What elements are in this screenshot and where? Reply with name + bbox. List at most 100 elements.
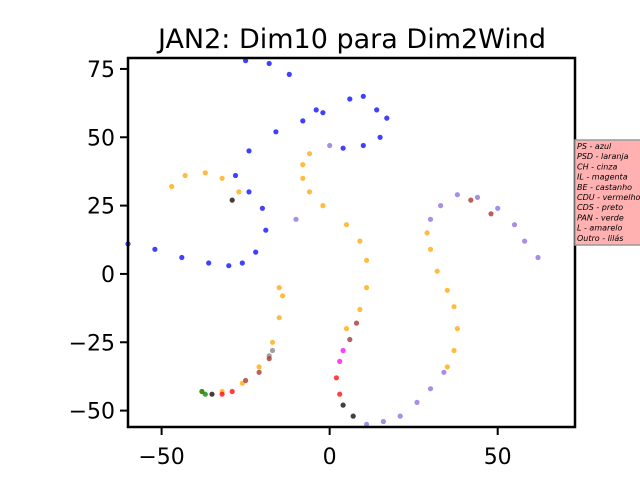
legend-entry-9: Outro - lilás xyxy=(577,234,623,243)
point-ps-1 xyxy=(152,246,158,252)
point-outro-1 xyxy=(474,194,481,200)
point-be-6 xyxy=(488,211,494,217)
point-outro-11 xyxy=(397,413,403,419)
legend-entry-5: CDU - vermelho xyxy=(577,193,640,202)
point-psd-31 xyxy=(444,364,450,370)
point-psd-10 xyxy=(343,222,350,228)
x-tick-label-2: 50 xyxy=(484,445,512,470)
point-cds-0 xyxy=(209,391,215,397)
point-psd-9 xyxy=(320,203,326,209)
point-psd-7 xyxy=(300,175,306,181)
point-ps-16 xyxy=(360,93,366,99)
point-psd-2 xyxy=(202,170,208,176)
x-tick-label-1: 0 xyxy=(323,445,337,470)
point-cdu-3 xyxy=(337,391,343,397)
y-tick-label-1: 50 xyxy=(87,126,115,151)
point-ps-7 xyxy=(263,227,269,233)
point-ps-2 xyxy=(179,254,185,261)
point-outro-4 xyxy=(522,238,528,244)
point-il-1 xyxy=(340,347,346,354)
point-ps-22 xyxy=(313,107,319,113)
point-psd-5 xyxy=(306,151,313,157)
point-cdu-1 xyxy=(229,388,235,395)
point-psd-28 xyxy=(451,304,457,310)
y-tick-label-0: 75 xyxy=(87,58,115,83)
point-outro-6 xyxy=(438,203,444,209)
point-cdu-0 xyxy=(219,391,225,397)
point-cds-3 xyxy=(229,197,235,203)
point-outro-3 xyxy=(511,222,518,228)
point-cds-1 xyxy=(340,402,346,408)
point-ps-5 xyxy=(239,260,245,266)
point-ps-18 xyxy=(384,115,390,121)
legend-entry-3: IL - magenta xyxy=(577,173,628,182)
point-psd-27 xyxy=(444,287,450,293)
point-outro-9 xyxy=(427,386,434,392)
y-tick-label-2: 25 xyxy=(87,195,115,220)
point-psd-11 xyxy=(357,238,363,244)
point-outro-15 xyxy=(293,216,299,222)
point-ch-0 xyxy=(269,347,276,354)
point-psd-25 xyxy=(427,246,434,252)
point-psd-0 xyxy=(169,183,175,190)
point-psd-3 xyxy=(219,175,225,181)
point-cds-2 xyxy=(350,413,356,419)
legend-entry-6: CDS - preto xyxy=(577,203,623,212)
chart-title: JAN2: Dim10 para Dim2Wind xyxy=(156,24,546,55)
point-psd-19 xyxy=(256,364,262,370)
legend-box xyxy=(574,139,640,246)
point-outro-7 xyxy=(427,216,434,222)
point-ps-21 xyxy=(340,145,346,151)
point-psd-26 xyxy=(434,268,440,274)
point-be-2 xyxy=(266,356,272,362)
legend-entry-1: PSD - laranja xyxy=(577,152,629,161)
plot-area-frame xyxy=(126,56,577,429)
x-axis: −50 0 50 xyxy=(138,427,512,470)
y-axis: 75 50 25 0 −25 −50 xyxy=(69,58,128,425)
point-ps-9 xyxy=(246,189,252,195)
point-outro-0 xyxy=(454,192,460,198)
point-be-4 xyxy=(353,320,360,326)
point-psd-14 xyxy=(357,306,363,313)
point-ps-11 xyxy=(246,148,252,154)
point-ps-12 xyxy=(273,129,279,135)
point-psd-29 xyxy=(454,326,460,332)
point-psd-12 xyxy=(364,257,370,263)
point-ps-10 xyxy=(232,172,239,179)
point-be-0 xyxy=(243,377,249,384)
point-psd-24 xyxy=(424,230,430,236)
point-outro-10 xyxy=(414,399,420,405)
point-ps-20 xyxy=(360,142,366,149)
point-be-5 xyxy=(468,197,474,203)
points-layer xyxy=(125,58,541,427)
point-psd-30 xyxy=(451,347,457,354)
point-ps-24 xyxy=(266,60,272,67)
point-be-3 xyxy=(347,336,353,343)
point-psd-4 xyxy=(236,189,242,195)
legend-entry-7: PAN - verde xyxy=(577,213,624,222)
point-be-1 xyxy=(256,369,262,375)
point-ps-4 xyxy=(226,263,232,269)
point-ps-14 xyxy=(320,110,326,116)
point-psd-6 xyxy=(300,162,306,168)
y-tick-label-4: −25 xyxy=(69,331,115,356)
point-outro-8 xyxy=(441,369,447,375)
point-ps-8 xyxy=(259,205,265,211)
point-psd-13 xyxy=(364,285,370,291)
point-ps-23 xyxy=(286,71,292,77)
point-psd-21 xyxy=(276,315,282,321)
point-ps-13 xyxy=(300,118,306,124)
point-psd-8 xyxy=(306,189,313,195)
point-psd-23 xyxy=(276,285,282,291)
y-tick-label-5: −50 xyxy=(69,400,115,425)
point-il-0 xyxy=(337,358,343,364)
point-outro-12 xyxy=(380,418,386,425)
point-cdu-2 xyxy=(333,375,339,381)
legend-entry-2: CH - cinza xyxy=(577,162,617,171)
point-psd-15 xyxy=(343,326,350,332)
point-outro-13 xyxy=(364,421,370,427)
legend-entry-4: BE - castanho xyxy=(577,183,632,192)
point-psd-1 xyxy=(182,172,188,179)
point-ps-25 xyxy=(243,58,249,64)
